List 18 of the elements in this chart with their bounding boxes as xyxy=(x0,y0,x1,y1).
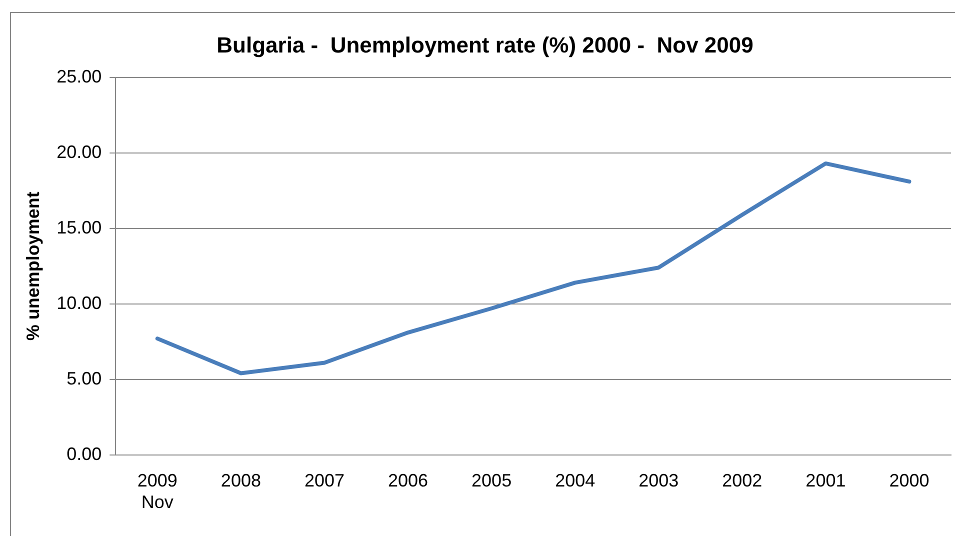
y-tick-label: 5.00 xyxy=(66,368,102,388)
x-tick-label: 2001 xyxy=(806,470,846,491)
x-tick-label: 2000 xyxy=(889,470,930,491)
chart-title: Bulgaria - Unemployment rate (%) 2000 - Nov 2009 xyxy=(216,32,754,58)
y-tick-label: 20.00 xyxy=(56,142,102,162)
x-tick-label: 2004 xyxy=(555,470,596,491)
y-tick-label: 10.00 xyxy=(56,292,102,313)
x-tick-label: 2002 xyxy=(722,470,762,491)
y-axis-title: % unemployment xyxy=(22,192,43,341)
x-tick-label: 2003 xyxy=(638,470,679,491)
y-tick-label: 0.00 xyxy=(66,444,102,464)
x-tick-label: 2009 Nov xyxy=(137,470,178,512)
y-tick-label: 25.00 xyxy=(56,66,102,86)
y-tick-label: 15.00 xyxy=(56,217,102,238)
x-tick-label: 2007 xyxy=(304,470,345,491)
x-tick-label: 2005 xyxy=(472,470,512,491)
x-tick-label: 2006 xyxy=(388,470,428,491)
x-tick-label: 2008 xyxy=(220,470,261,491)
